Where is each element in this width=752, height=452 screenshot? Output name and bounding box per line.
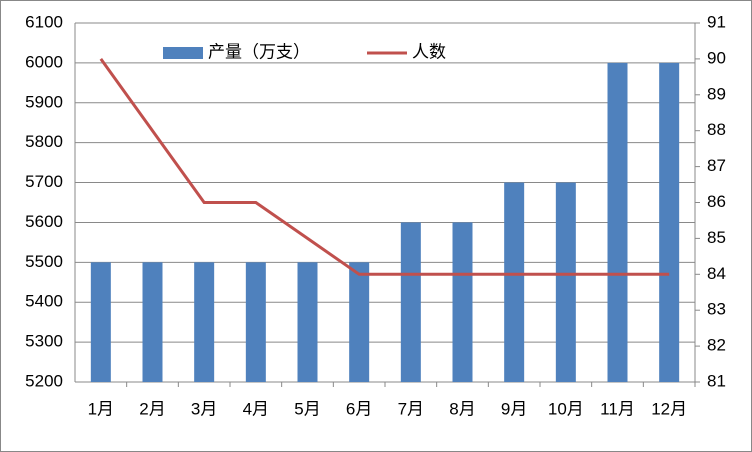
y-tick-label: 5500: [25, 252, 63, 271]
bar: [194, 262, 215, 382]
x-tick-label: 12月: [651, 399, 687, 418]
x-tick-label: 10月: [548, 399, 584, 418]
y2-tick-label: 90: [707, 48, 726, 67]
bar: [245, 262, 266, 382]
x-tick-label: 5月: [294, 399, 320, 418]
y-tick-label: 5900: [25, 92, 63, 111]
bar: [659, 62, 680, 383]
bar: [90, 262, 111, 382]
y2-tick-label: 89: [707, 84, 726, 103]
y-tick-label: 6100: [25, 12, 63, 31]
x-tick-label: 7月: [398, 399, 424, 418]
y-tick-label: 5400: [25, 292, 63, 311]
x-tick-label: 3月: [191, 399, 217, 418]
bar: [607, 62, 628, 383]
y2-tick-label: 83: [707, 300, 726, 319]
bar: [297, 262, 318, 382]
y-tick-label: 5300: [25, 332, 63, 351]
y-tick-label: 5700: [25, 172, 63, 191]
y2-tick-label: 85: [707, 228, 726, 247]
x-tick-label: 11月: [600, 399, 635, 418]
line: [99, 58, 670, 276]
y2-tick-label: 86: [707, 192, 726, 211]
y2-tick-label: 81: [707, 371, 726, 390]
y-tick-label: 6000: [25, 52, 63, 71]
x-tick-label: 6月: [346, 399, 372, 418]
y-tick-label: 5200: [25, 371, 63, 390]
bar: [400, 222, 421, 382]
y2-tick-label: 91: [707, 12, 726, 31]
legend-swatch: [163, 47, 203, 59]
y2-tick-label: 87: [707, 156, 726, 175]
bar: [349, 262, 370, 382]
x-tick-label: 2月: [139, 399, 165, 418]
bar: [142, 262, 163, 382]
x-tick-label: 8月: [449, 399, 475, 418]
y-tick-label: 5800: [25, 132, 63, 151]
legend-label: 产量（万支）: [208, 42, 310, 61]
bar: [504, 182, 525, 382]
legend-label: 人数: [412, 42, 446, 61]
x-tick-label: 9月: [501, 399, 527, 418]
bar: [555, 182, 576, 382]
x-tick-label: 1月: [88, 399, 114, 418]
x-tick-label: 4月: [243, 399, 269, 418]
y2-tick-label: 88: [707, 120, 726, 139]
y2-tick-label: 84: [707, 264, 726, 283]
y2-tick-label: 82: [707, 336, 726, 355]
y-tick-label: 5600: [25, 212, 63, 231]
bar: [452, 222, 473, 382]
